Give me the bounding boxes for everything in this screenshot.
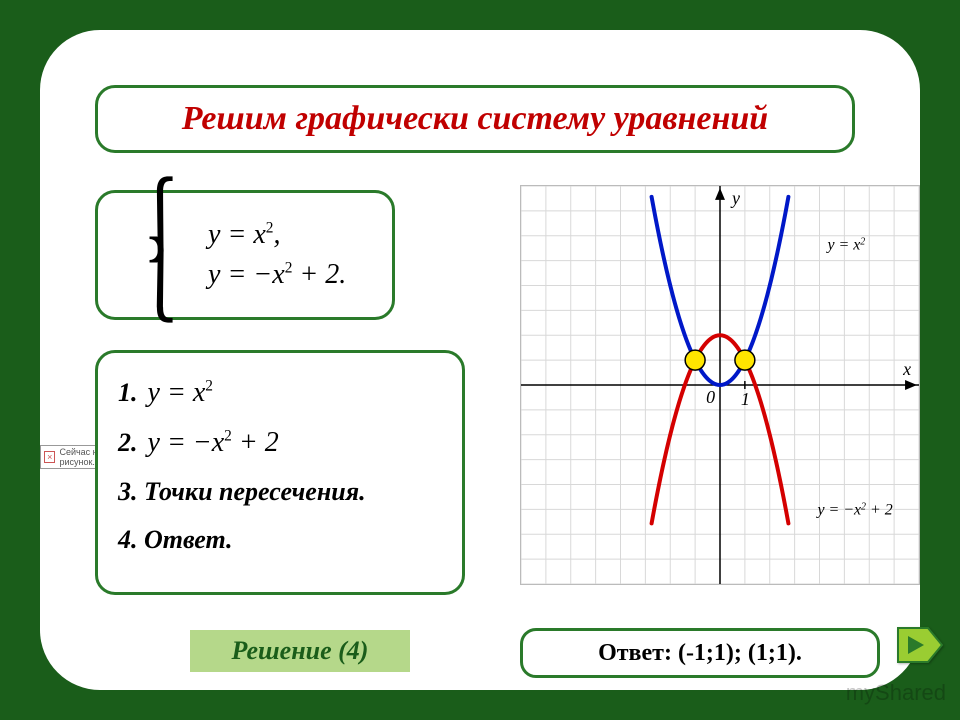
solution-box: Решение (4) [190, 630, 410, 672]
step-2: 2. y = −x2 + 2 [118, 427, 442, 459]
step-1: 1. y = x2 [118, 377, 442, 409]
step-2-eq: y = −x2 + 2 [148, 427, 279, 459]
step-4: 4. Ответ. [118, 525, 442, 555]
solution-label: Решение (4) [232, 636, 369, 666]
svg-text:y = x2: y = x2 [825, 236, 865, 253]
step-1-eq: y = x2 [148, 377, 213, 409]
system-eq-2: y = −x2 + 2. [208, 259, 346, 291]
watermark: myShared [846, 680, 946, 706]
step-3: 3. Точки пересечения. [118, 477, 442, 507]
card: Решим графически систему уравнений ⎰⎱ y … [40, 30, 920, 690]
svg-text:x: x [902, 359, 911, 379]
answer-text: Ответ: (-1;1); (1;1). [598, 640, 802, 667]
step-1-num: 1. [118, 378, 138, 408]
svg-text:y = −x2 + 2: y = −x2 + 2 [816, 501, 893, 518]
graph: y x 0 1 y = x2 y = −x2 + 2 [520, 185, 920, 585]
brace-icon: ⎰⎱ [116, 193, 204, 316]
steps-box: 1. y = x2 2. y = −x2 + 2 3. Точки пересе… [95, 350, 465, 595]
page-title: Решим графически систему уравнений [182, 100, 768, 138]
next-button[interactable] [894, 624, 946, 666]
system-eq-1: y = x2, [208, 219, 346, 251]
title-box: Решим графически систему уравнений [95, 85, 855, 153]
step-2-num: 2. [118, 428, 138, 458]
system-equations: y = x2, y = −x2 + 2. [208, 219, 346, 291]
svg-text:1: 1 [741, 389, 750, 409]
svg-text:0: 0 [706, 387, 715, 407]
graph-svg: y x 0 1 y = x2 y = −x2 + 2 [521, 186, 919, 584]
svg-text:y: y [730, 188, 740, 208]
answer-box: Ответ: (-1;1); (1;1). [520, 628, 880, 678]
system-box: ⎰⎱ y = x2, y = −x2 + 2. [95, 190, 395, 320]
broken-image-icon: × [44, 451, 55, 463]
